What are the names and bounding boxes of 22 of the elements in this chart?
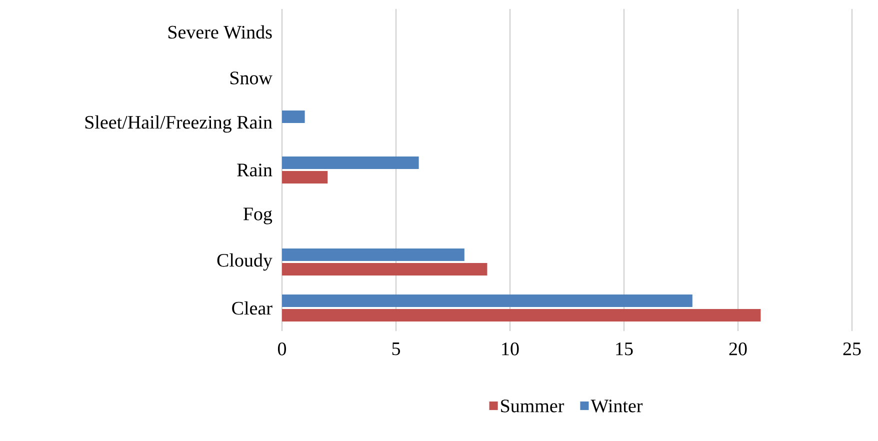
y-tick-label: Sleet/Hail/Freezing Rain: [85, 115, 272, 133]
legend-label: Summer: [501, 400, 564, 412]
bar: [282, 248, 464, 261]
x-tick-label: 15: [616, 342, 633, 356]
y-tick-label: Clear: [232, 301, 272, 315]
bar: [282, 170, 328, 184]
bar: [282, 294, 692, 307]
y-tick-label: Snow: [230, 72, 272, 84]
x-tick-label: 25: [843, 342, 861, 356]
y-tick-label: Severe Winds: [168, 25, 272, 39]
bar: [282, 262, 488, 276]
x-tick-label: 0: [278, 342, 286, 356]
bar: [282, 110, 305, 123]
bar: [282, 156, 419, 169]
x-tick-label: 10: [502, 342, 519, 356]
legend-label: Winter: [590, 400, 643, 412]
y-tick-label: Fog: [243, 208, 272, 224]
y-tick-label: Rain: [237, 164, 272, 176]
y-tick-label: Cloudy: [217, 253, 272, 271]
x-tick-label: 20: [729, 342, 747, 356]
x-tick-label: 5: [392, 342, 400, 356]
bar: [282, 308, 761, 322]
